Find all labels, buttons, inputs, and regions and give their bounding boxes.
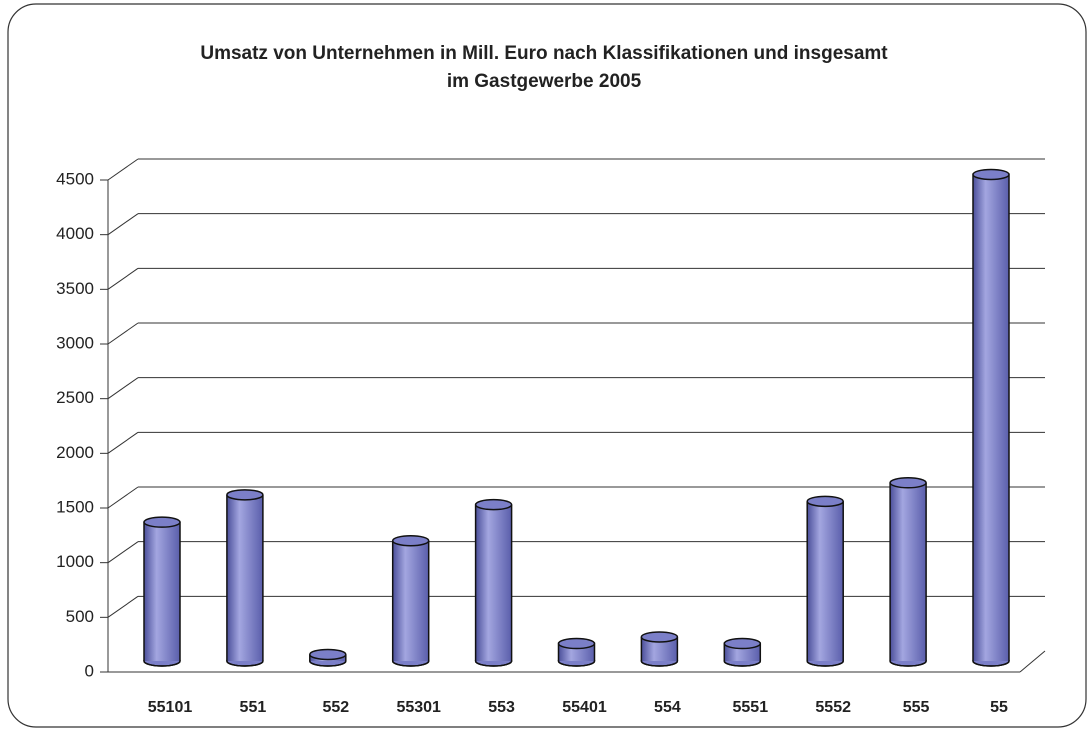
x-tick-label: 55301 — [396, 699, 441, 716]
grid-line — [107, 267, 139, 290]
bar-top — [226, 489, 264, 501]
bar-outline — [640, 636, 679, 667]
bar-top — [474, 498, 513, 511]
bar — [226, 494, 263, 661]
x-tick-label: 5552 — [815, 699, 851, 716]
grid-line — [107, 158, 139, 181]
bar-outline — [889, 482, 927, 667]
bar-outline — [226, 494, 264, 667]
bar-top — [972, 168, 1010, 181]
x-tick-label: 55401 — [562, 699, 607, 716]
bar-outline — [391, 540, 430, 667]
bar-outline — [474, 504, 513, 667]
bar — [890, 482, 927, 661]
bar — [475, 504, 512, 661]
y-tick-label: 1500 — [56, 497, 94, 516]
bar — [973, 174, 1009, 661]
bar-outline — [557, 643, 596, 667]
x-tick-label: 551 — [240, 699, 267, 716]
grid-line — [107, 486, 139, 509]
grid-line — [107, 322, 139, 345]
y-tick-label: 1000 — [56, 552, 94, 571]
bar-outline — [972, 174, 1010, 667]
y-tick-label: 2000 — [56, 443, 94, 462]
grid-line — [107, 595, 139, 618]
grid-line — [107, 541, 139, 564]
bar — [144, 522, 180, 661]
bar-top — [889, 477, 927, 489]
x-tick-label: 55101 — [148, 699, 193, 716]
bar-top — [640, 631, 679, 643]
x-tick-label: 554 — [654, 699, 681, 716]
bar-top — [806, 495, 844, 508]
bar-top — [309, 648, 347, 661]
bar-top — [723, 637, 762, 650]
x-tick-label: 553 — [488, 699, 515, 716]
chart-title: Umsatz von Unternehmen in Mill. Euro nac… — [200, 43, 888, 92]
bar-outline — [806, 501, 844, 667]
bar-outline — [723, 643, 762, 667]
x-tick-label: 552 — [322, 699, 349, 716]
x-tick-label: 55 — [990, 699, 1008, 716]
y-tick-label: 0 — [85, 661, 94, 680]
bar — [807, 501, 844, 661]
y-tick-label: 2500 — [56, 388, 94, 407]
bar-outline — [143, 522, 181, 667]
y-tick-label: 3500 — [56, 279, 94, 298]
y-tick-label: 3000 — [56, 333, 94, 352]
bar-top — [143, 516, 181, 528]
bar — [392, 540, 429, 661]
x-tick-label: 5551 — [733, 699, 769, 716]
y-tick-label: 500 — [66, 607, 94, 626]
grid-line — [107, 431, 139, 454]
bar-top — [391, 534, 430, 547]
y-tick-label: 4000 — [56, 224, 94, 243]
grid-line — [107, 213, 139, 236]
y-tick-label: 4500 — [56, 169, 94, 188]
bar-top — [557, 637, 596, 650]
floor — [1019, 650, 1046, 673]
x-tick-label: 555 — [903, 699, 930, 716]
bar-outline — [309, 654, 347, 667]
grid-line — [107, 377, 139, 400]
